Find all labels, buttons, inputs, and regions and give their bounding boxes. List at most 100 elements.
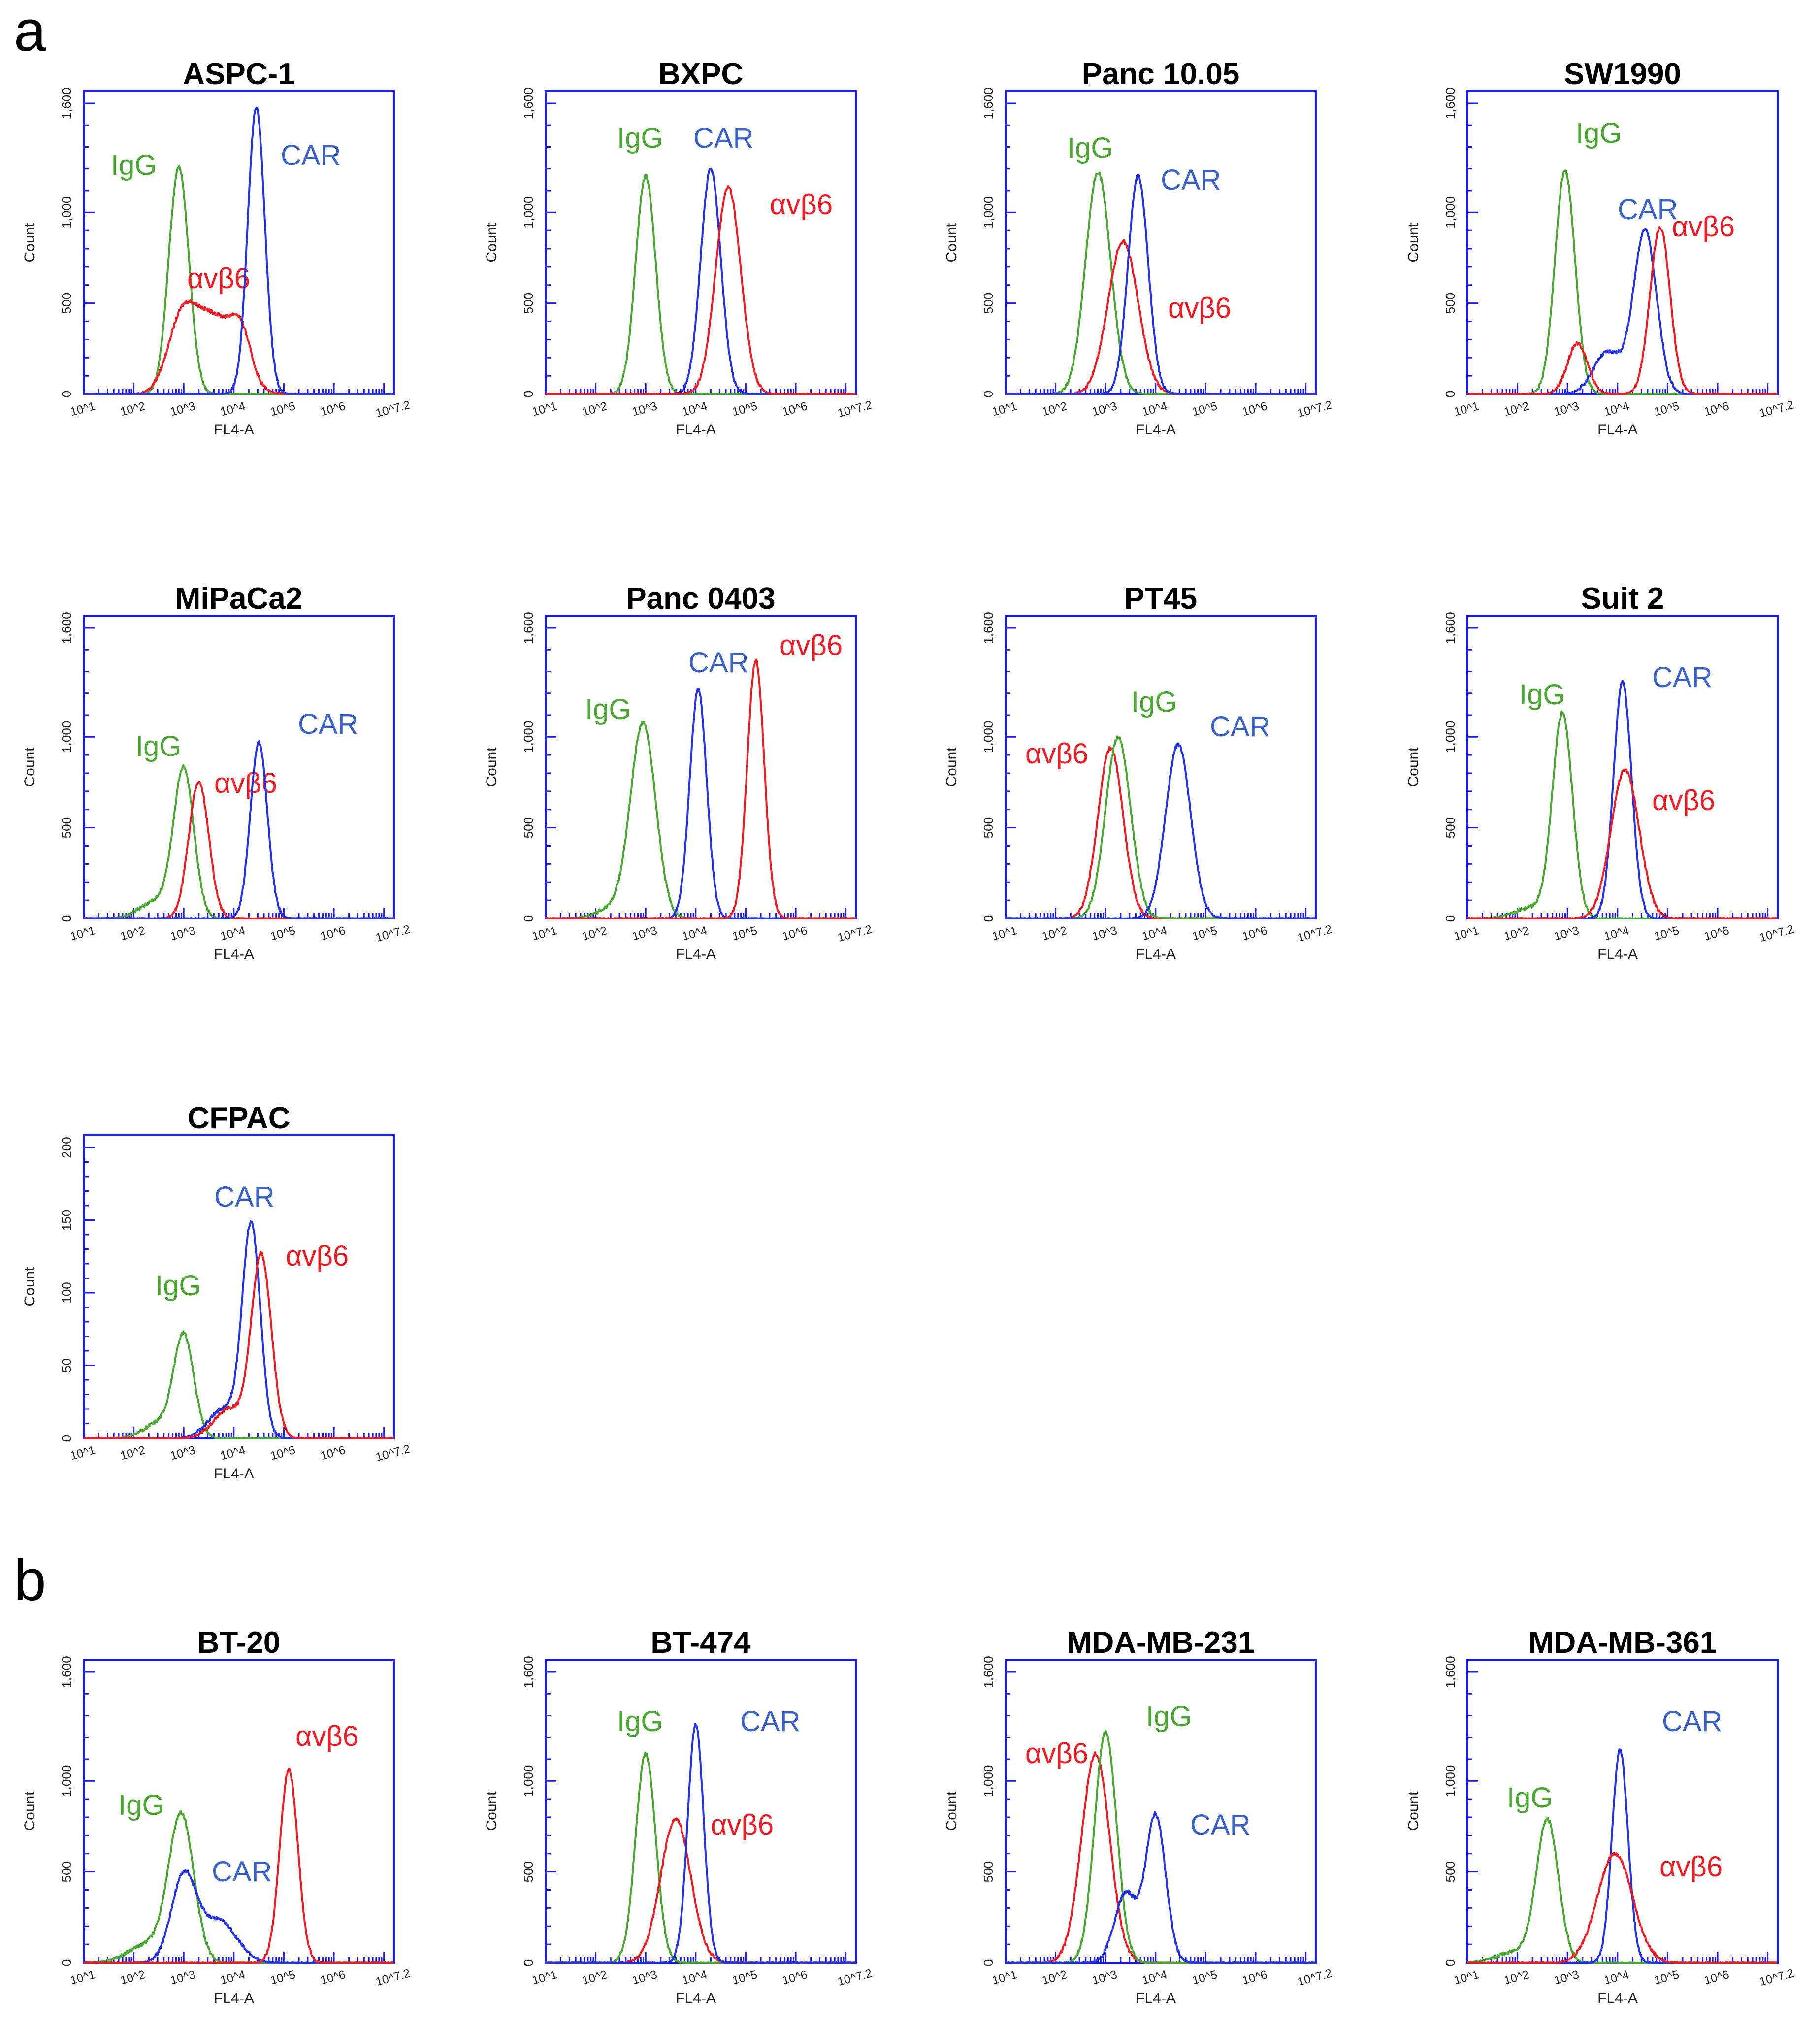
x-tick-label: 10^5	[1191, 399, 1219, 419]
y-axis-label: Count	[22, 1267, 38, 1307]
y-tick-label: 1,600	[1443, 1656, 1458, 1688]
y-tick-label: 0	[59, 391, 74, 397]
series-igg-curve	[1467, 710, 1778, 919]
x-tick-label: 10^3	[169, 1968, 197, 1987]
x-tick-label: 10^6	[319, 924, 347, 943]
series-igg-label: IgG	[111, 149, 157, 181]
x-tick-label: 10^1	[991, 399, 1019, 419]
x-tick-label: 10^1	[69, 1443, 97, 1463]
series-igg-label: IgG	[118, 1789, 164, 1821]
y-tick-label: 1,000	[521, 197, 536, 229]
x-tick-label: 10^6	[1241, 1968, 1269, 1987]
x-tick-label: 10^4	[1141, 924, 1169, 943]
series-igg-label: IgG	[135, 730, 182, 762]
series-avb6-curve	[545, 1817, 856, 1964]
y-axis-label: Count	[22, 1791, 38, 1831]
series-avb6-curve	[83, 299, 394, 395]
series-car-label: CAR	[693, 122, 753, 154]
x-tick-label: 10^2	[119, 1968, 147, 1987]
x-tick-label: 10^1	[69, 399, 97, 419]
y-tick-label: 500	[521, 293, 536, 314]
series-igg-label: IgG	[1067, 132, 1113, 164]
histogram-bxpc: 10^1 10^2 10^3 10^4 10^5 10^6 10^7.2 FL4-A 0 500 1…	[484, 87, 874, 438]
x-axis-label: FL4-A	[214, 1466, 254, 1482]
x-tick-label: 10^3	[1091, 1968, 1119, 1987]
series-avb6-label: αvβ6	[1652, 785, 1715, 817]
x-tick-label: 10^7.2	[1758, 1966, 1795, 1989]
y-axis-label: Count	[484, 223, 500, 262]
x-axis-label: FL4-A	[1136, 1990, 1176, 2006]
y-tick-label: 1,000	[981, 1765, 996, 1797]
x-tick-label: 10^2	[1502, 399, 1530, 419]
y-tick-label: 0	[59, 1435, 74, 1442]
x-tick-label: 10^7.2	[1296, 922, 1333, 945]
series-igg-curve	[1467, 1816, 1778, 1964]
x-tick-label: 10^3	[169, 1443, 197, 1463]
series-car-label: CAR	[281, 139, 341, 171]
y-tick-label: 1,600	[59, 1656, 74, 1688]
series-igg-label: IgG	[1131, 686, 1177, 718]
chart-title-bt-20: BT-20	[197, 1626, 281, 1660]
chart-title-suit-2: Suit 2	[1581, 582, 1664, 616]
x-tick-label: 10^2	[581, 924, 609, 943]
series-car-label: CAR	[1662, 1705, 1722, 1737]
y-tick-label: 500	[1443, 1861, 1458, 1882]
x-tick-label: 10^6	[781, 924, 809, 943]
y-axis-label: Count	[484, 747, 500, 787]
y-tick-label: 0	[1443, 1959, 1458, 1966]
series-car-curve	[1467, 228, 1778, 395]
y-tick-label: 0	[521, 1959, 536, 1966]
y-tick-label: 0	[981, 1959, 996, 1966]
y-axis-label: Count	[943, 747, 960, 787]
x-tick-label: 10^1	[1453, 924, 1481, 943]
y-tick-label: 1,600	[59, 87, 74, 119]
y-tick-label: 500	[1443, 293, 1458, 314]
x-tick-label: 10^6	[781, 399, 809, 419]
x-tick-label: 10^6	[319, 1443, 347, 1463]
x-tick-label: 10^5	[731, 924, 759, 943]
x-tick-label: 10^7.2	[1296, 398, 1333, 420]
x-tick-label: 10^2	[119, 399, 147, 419]
x-tick-label: 10^2	[1502, 1968, 1530, 1987]
chart-title-aspc-1: ASPC-1	[183, 57, 295, 91]
y-axis-label: Count	[1405, 747, 1422, 787]
panel-letter-a: a	[14, 0, 46, 64]
x-tick-label: 10^5	[269, 924, 297, 943]
y-tick-label: 150	[59, 1210, 74, 1231]
series-avb6-label: αvβ6	[214, 767, 277, 799]
chart-title-mda-mb-361: MDA-MB-361	[1528, 1626, 1717, 1660]
x-tick-label: 10^5	[269, 1968, 297, 1987]
chart-title-pt45: PT45	[1124, 582, 1198, 616]
y-tick-label: 500	[1443, 817, 1458, 838]
series-car-curve	[1005, 742, 1316, 919]
x-tick-label: 10^1	[1453, 399, 1481, 419]
x-axis-label: FL4-A	[1597, 946, 1638, 962]
chart-title-bxpc: BXPC	[658, 57, 744, 91]
x-tick-label: 10^5	[1191, 924, 1219, 943]
x-axis-label: FL4-A	[1136, 422, 1176, 438]
x-tick-label: 10^7.2	[1758, 398, 1795, 420]
x-tick-label: 10^4	[1141, 399, 1169, 419]
histogram-mipaca2: 10^1 10^2 10^3 10^4 10^5 10^6 10^7.2 FL4-A 0 500 1…	[22, 612, 412, 962]
x-axis-label: FL4-A	[1597, 1990, 1638, 2006]
x-tick-label: 10^7.2	[374, 398, 412, 420]
chart-title-mda-mb-231: MDA-MB-231	[1066, 1626, 1255, 1660]
y-tick-label: 1,000	[981, 721, 996, 753]
series-igg-label: IgG	[585, 693, 631, 725]
y-tick-label: 500	[59, 1861, 74, 1882]
histogram-pt45: 10^1 10^2 10^3 10^4 10^5 10^6 10^7.2 FL4-A 0 500 1…	[943, 612, 1333, 962]
x-tick-label: 10^2	[1502, 924, 1530, 943]
y-axis-label: Count	[22, 747, 38, 787]
x-tick-label: 10^7.2	[374, 1442, 412, 1464]
y-tick-label: 0	[981, 915, 996, 922]
y-axis-label: Count	[1405, 1791, 1422, 1831]
x-tick-label: 10^1	[531, 399, 559, 419]
chart-title-panc-0403: Panc 0403	[626, 582, 776, 616]
x-tick-label: 10^6	[781, 1968, 809, 1987]
y-tick-label: 1,000	[981, 197, 996, 229]
x-tick-label: 10^4	[681, 1968, 709, 1987]
series-avb6-label: αvβ6	[1672, 211, 1735, 243]
x-axis-label: FL4-A	[676, 422, 716, 438]
y-tick-label: 50	[59, 1358, 74, 1373]
x-tick-label: 10^5	[1653, 924, 1681, 943]
